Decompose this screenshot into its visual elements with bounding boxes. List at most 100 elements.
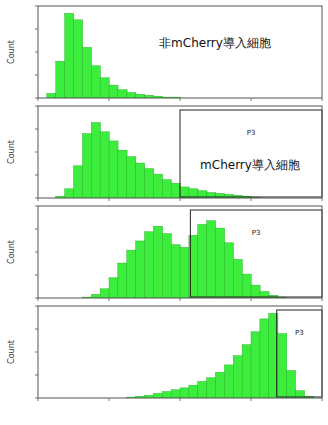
- histogram-bar: [162, 392, 171, 398]
- histogram-bar: [153, 174, 162, 198]
- histogram-bar: [144, 232, 153, 298]
- gate: [180, 110, 322, 197]
- histogram-bar: [56, 61, 65, 98]
- histogram-bar: [251, 332, 260, 398]
- y-tick: [35, 52, 38, 53]
- gate-label: P3: [247, 129, 256, 137]
- x-tick: [109, 98, 110, 101]
- x-tick: [322, 298, 323, 301]
- histogram-bar: [260, 319, 269, 398]
- histogram-bar: [73, 166, 82, 198]
- histogram-bar: [91, 66, 100, 98]
- y-tick: [35, 306, 38, 307]
- y-tick: [35, 129, 38, 130]
- histogram-bars: [47, 13, 181, 98]
- y-tick: [35, 298, 38, 299]
- histogram-bar: [171, 390, 180, 398]
- histogram-bar: [73, 20, 82, 98]
- histogram-bar: [65, 13, 74, 98]
- histogram-bar: [127, 250, 136, 298]
- histogram-bar: [82, 134, 91, 198]
- y-tick: [35, 175, 38, 176]
- histogram-bar: [65, 189, 74, 198]
- histogram-bar: [189, 385, 198, 398]
- gate: [277, 310, 322, 397]
- histogram-bar: [180, 388, 189, 398]
- y-tick: [35, 275, 38, 276]
- x-tick: [180, 298, 181, 301]
- histogram-bar: [91, 123, 100, 198]
- histogram-bar: [198, 381, 207, 398]
- figure: Count 非mCherry導入細胞 P3 Count mCherry導入細胞 P3 Cou…: [0, 0, 328, 425]
- annotation: 非mCherry導入細胞: [159, 36, 271, 50]
- y-tick: [35, 98, 38, 99]
- histogram-bar: [233, 356, 242, 398]
- plot-frame: [38, 6, 322, 98]
- x-tick: [322, 198, 323, 201]
- histogram-bar: [233, 259, 242, 298]
- x-tick: [38, 98, 39, 101]
- gate: [190, 210, 322, 297]
- plot-frame: [38, 106, 322, 198]
- histogram-bar: [171, 183, 180, 198]
- histogram-bar: [109, 85, 118, 98]
- histogram-bar: [47, 93, 56, 98]
- histogram-bar: [242, 345, 251, 398]
- x-tick: [38, 398, 39, 401]
- x-tick: [251, 198, 252, 201]
- histogram-bar: [109, 141, 118, 198]
- y-tick: [35, 152, 38, 153]
- x-tick: [109, 398, 110, 401]
- histogram-bar: [224, 243, 233, 298]
- histogram-bar: [100, 78, 109, 98]
- plot-frame: [38, 306, 322, 398]
- histogram-bar: [127, 92, 136, 98]
- y-tick: [35, 106, 38, 107]
- histogram-bar: [91, 294, 100, 298]
- histogram-bar: [287, 370, 296, 398]
- histogram-bar: [224, 365, 233, 398]
- x-tick: [322, 398, 323, 401]
- histogram-bar: [180, 187, 189, 198]
- annotation-bg: [157, 35, 273, 51]
- y-tick: [35, 206, 38, 207]
- histogram-bar: [144, 169, 153, 198]
- histogram-bar: [207, 378, 216, 398]
- y-tick: [35, 398, 38, 399]
- y-tick: [35, 252, 38, 253]
- annotation: mCherry導入細胞: [200, 158, 300, 172]
- x-tick: [109, 298, 110, 301]
- histogram-bar: [118, 90, 127, 98]
- histogram-bar: [136, 241, 145, 298]
- y-tick: [35, 29, 38, 30]
- x-tick: [109, 198, 110, 201]
- x-tick: [38, 198, 39, 201]
- histogram-bar: [207, 221, 216, 298]
- x-tick: [180, 98, 181, 101]
- histogram-bar: [82, 47, 91, 98]
- histogram-bar: [100, 132, 109, 198]
- y-tick: [35, 6, 38, 7]
- y-axis-title: Count: [7, 140, 16, 164]
- y-tick: [35, 198, 38, 199]
- y-tick: [35, 375, 38, 376]
- histogram-bar: [215, 372, 224, 398]
- x-tick: [322, 98, 323, 101]
- histogram-bar: [118, 150, 127, 198]
- histogram-bar: [136, 163, 145, 198]
- y-axis-title: Count: [7, 240, 16, 264]
- y-tick: [35, 75, 38, 76]
- histogram-bar: [242, 274, 251, 298]
- gate-label: P3: [295, 329, 304, 337]
- y-tick: [35, 229, 38, 230]
- histogram-bar: [100, 289, 109, 298]
- histogram-bars: [82, 221, 286, 298]
- x-tick: [251, 298, 252, 301]
- y-axis-title: Count: [7, 340, 16, 364]
- y-tick: [35, 329, 38, 330]
- histogram-bar: [118, 263, 127, 298]
- x-tick: [251, 98, 252, 101]
- histogram-bar: [153, 393, 162, 398]
- histogram-bar: [198, 224, 207, 298]
- histogram-bar: [278, 334, 287, 398]
